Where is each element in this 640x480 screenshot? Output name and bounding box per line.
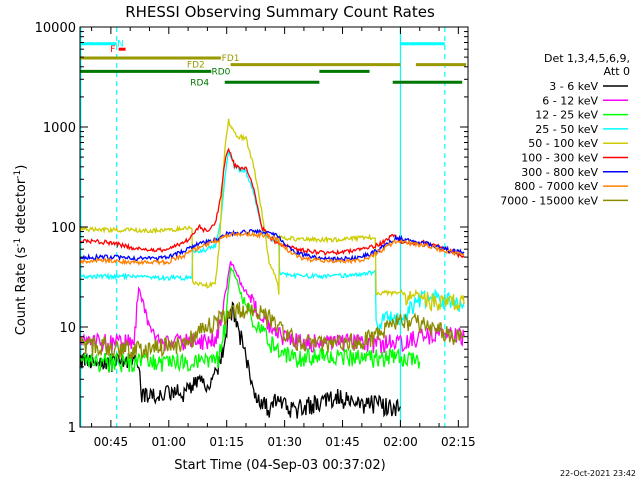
y-axis-label-part: ) [14, 165, 29, 170]
timestamp: 22-Oct-2021 23:42 [560, 469, 636, 478]
series-line-1 [79, 261, 465, 354]
x-tick-label: 01:00 [151, 435, 186, 449]
series-line-6 [79, 228, 465, 264]
y-tick-label: 1 [68, 421, 76, 436]
series-line-0 [79, 301, 402, 419]
y-tick-label: 1000 [43, 121, 76, 136]
legend-label: 800 - 7000 keV [514, 180, 598, 193]
y-axis-label-exp: -1 [13, 170, 23, 179]
y-axis-label-part: Count Rate (s [14, 247, 29, 336]
y-axis-label-part: detector [14, 178, 29, 238]
legend-label: 300 - 800 keV [521, 166, 598, 179]
y-axis-label-exp: -1 [13, 238, 23, 247]
x-tick-label: 02:00 [383, 435, 418, 449]
series-line-7 [79, 230, 465, 266]
series-line-2 [79, 266, 421, 373]
y-tick-label: 10000 [35, 21, 76, 36]
x-tick-label: 01:45 [325, 435, 360, 449]
legend-label: 25 - 50 keV [535, 123, 598, 136]
state-bar-label: FD1 [222, 54, 240, 64]
legend-label: 100 - 300 keV [521, 152, 598, 165]
series-line-4 [79, 118, 465, 312]
chart-title: RHESSI Observing Summary Count Rates [125, 3, 435, 21]
y-tick-label: 100 [51, 221, 76, 236]
series-line-8 [79, 302, 465, 360]
x-axis-label: Start Time (04-Sep-03 00:37:02) [174, 458, 385, 473]
legend-label: 3 - 6 keV [549, 80, 598, 93]
x-tick-label: 00:45 [94, 435, 129, 449]
state-bar-label: F [110, 45, 115, 55]
state-bar-label: N [117, 40, 124, 50]
x-tick-label: 01:30 [267, 435, 302, 449]
legend-label: 12 - 25 keV [535, 109, 598, 122]
y-axis-label: Count Rate (s-1 detector-1) [13, 165, 29, 336]
legend-label: 50 - 100 keV [528, 137, 598, 150]
state-bar-label: RD4 [190, 78, 209, 88]
legend-label: 7000 - 15000 keV [500, 194, 598, 207]
state-bar-label: FD2 [187, 61, 205, 71]
x-tick-label: 02:15 [441, 435, 476, 449]
legend-label: 6 - 12 keV [542, 94, 598, 107]
y-tick-label: 10 [59, 321, 76, 336]
legend-header: Att 0 [604, 65, 630, 78]
legend-header: Det 1,3,4,5,6,9, [544, 52, 630, 65]
x-tick-label: 01:15 [209, 435, 244, 449]
state-bar-label: RD0 [211, 67, 230, 77]
